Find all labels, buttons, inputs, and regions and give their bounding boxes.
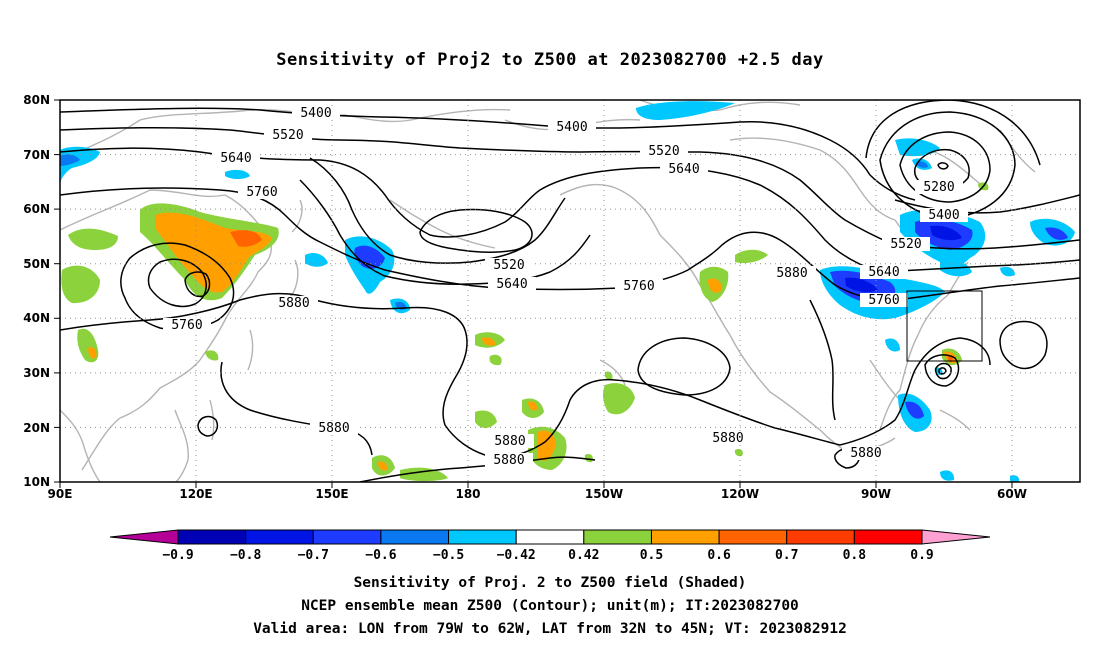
contour-label: 5760 <box>171 318 202 333</box>
contour-label-group: 5400 5400 5520 5520 5640 5640 5760 5760 … <box>163 106 968 468</box>
lat-tick-label: 60N <box>23 202 50 216</box>
colorbar-segment <box>380 529 450 545</box>
colorbar-segment <box>448 529 517 545</box>
contour-label: 5640 <box>220 151 251 166</box>
lon-tick-label: 120E <box>179 487 212 501</box>
lat-tick-label: 50N <box>23 257 50 271</box>
contour-label: 5880 <box>493 453 524 468</box>
caption-shading: Sensitivity of Proj. 2 to Z500 field (Sh… <box>353 575 747 591</box>
colorbar-tick-label: −0.9 <box>162 548 193 563</box>
lat-tick-label: 20N <box>23 421 50 435</box>
colorbar-tick-label: 0.7 <box>775 548 798 563</box>
colorbar-tick-label: −0.5 <box>433 548 464 563</box>
colorbar-tick-label: 0.9 <box>910 548 933 563</box>
contour-label: 5880 <box>278 296 309 311</box>
colorbar-segment <box>177 529 247 545</box>
contour-label: 5760 <box>623 279 654 294</box>
colorbar-tick-label: 0.5 <box>640 548 663 563</box>
contour-label: 5520 <box>890 237 921 252</box>
contour-label: 5400 <box>556 120 587 135</box>
colorbar-segment <box>312 529 382 545</box>
map-frame <box>59 99 1081 483</box>
contour-label: 5880 <box>712 431 743 446</box>
lon-tick-label: 180 <box>455 487 480 501</box>
contour-label: 5400 <box>928 208 959 223</box>
latitude-labels: 80N 70N 60N 50N 40N 30N 20N 10N <box>23 93 50 489</box>
contour-label: 5640 <box>668 162 699 177</box>
colorbar-upper-extension <box>921 529 991 545</box>
lon-tick-label: 150E <box>315 487 348 501</box>
colorbar-tick-label: −0.6 <box>365 548 396 563</box>
contour-label: 5760 <box>868 293 899 308</box>
colorbar <box>109 529 991 545</box>
colorbar-tick-label: 0.42 <box>568 548 599 563</box>
colorbar-segment <box>583 529 652 545</box>
colorbar-segment <box>515 529 585 545</box>
contour-label: 5520 <box>648 144 679 159</box>
lat-tick-label: 80N <box>23 93 50 107</box>
caption-valid-area: Valid area: LON from 79W to 62W, LAT fro… <box>253 621 847 637</box>
lat-tick-label: 10N <box>23 475 50 489</box>
contour-label: 5880 <box>494 434 525 449</box>
lon-tick-label: 90W <box>861 487 891 501</box>
lon-tick-label: 90E <box>48 487 73 501</box>
colorbar-segment <box>718 529 788 545</box>
contour-label: 5280 <box>923 180 954 195</box>
contour-label: 5880 <box>776 266 807 281</box>
colorbar-tick-label: −0.7 <box>298 548 329 563</box>
colorbar-tick-label: −0.8 <box>230 548 261 563</box>
sensitivity-map: 5400 5400 5520 5520 5640 5640 5760 5760 … <box>23 93 1081 563</box>
contour-label: 5400 <box>300 106 331 121</box>
colorbar-segment <box>853 529 923 545</box>
colorbar-lower-extension <box>109 529 179 545</box>
lat-tick-label: 70N <box>23 148 50 162</box>
colorbar-segment <box>245 529 314 545</box>
lat-tick-label: 30N <box>23 366 50 380</box>
longitude-labels: 90E 120E 150E 180 150W 120W 90W 60W <box>48 487 1027 501</box>
grid-lines <box>60 100 1080 482</box>
colorbar-segment <box>786 529 855 545</box>
contour-label: 5520 <box>272 128 303 143</box>
colorbar-tick-label: 0.8 <box>843 548 867 563</box>
contour-label: 5880 <box>318 421 349 436</box>
contour-label: 5640 <box>496 277 527 292</box>
colorbar-labels: −0.9 −0.8 −0.7 −0.6 −0.5 −0.42 0.42 0.5 0.6 0.7 0.… <box>162 548 933 563</box>
axis-ticks <box>54 99 1013 488</box>
contour-label: 5520 <box>493 258 524 273</box>
lon-tick-label: 120W <box>721 487 759 501</box>
lon-tick-label: 150W <box>585 487 623 501</box>
contour-label: 5640 <box>868 265 899 280</box>
contour-label: 5880 <box>850 446 881 461</box>
lat-tick-label: 40N <box>23 311 50 325</box>
lon-tick-label: 60W <box>997 487 1027 501</box>
colorbar-tick-label: −0.42 <box>497 548 536 563</box>
valid-area-box <box>906 290 983 362</box>
colorbar-segment <box>650 529 720 545</box>
map-title: Sensitivity of Proj2 to Z500 at 20230827… <box>276 50 824 70</box>
caption-contour: NCEP ensemble mean Z500 (Contour); unit(… <box>301 598 799 614</box>
contour-label: 5760 <box>246 185 277 200</box>
colorbar-tick-label: 0.6 <box>707 548 731 563</box>
